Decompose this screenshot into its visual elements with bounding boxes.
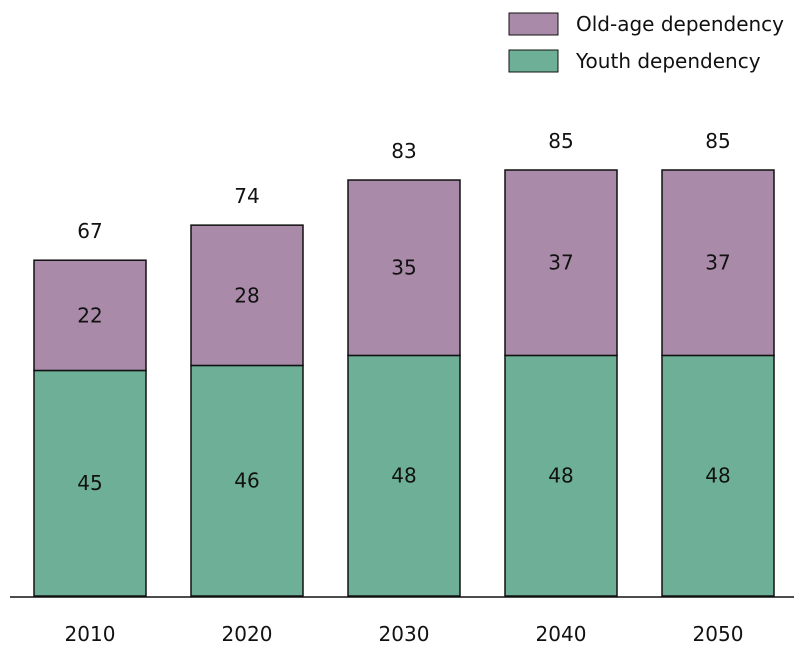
chart-legend: Old-age dependency Youth dependency xyxy=(508,12,784,73)
bar-segment-2040-old-age xyxy=(504,169,618,357)
x-tick-label-2020: 2020 xyxy=(222,622,273,645)
bar-segment-2030-old-age xyxy=(347,179,461,357)
bar-segment-2030-youth xyxy=(347,354,461,597)
bar-total-label-2020: 74 xyxy=(234,184,259,208)
bar-value-label-2040-old-age: 37 xyxy=(548,251,573,275)
bar-segment-2050-youth xyxy=(661,354,775,597)
bar-stack-2020: 46 28 74 xyxy=(190,184,304,597)
bar-stack-2040: 48 37 85 xyxy=(504,129,618,597)
bar-value-label-2030-youth: 48 xyxy=(391,464,416,488)
bar-segment-2040-youth xyxy=(504,354,618,597)
legend-swatch-old-age xyxy=(508,12,559,36)
bar-value-label-2010-old-age: 22 xyxy=(77,303,102,327)
bar-segment-2010-youth xyxy=(33,369,147,597)
bar-total-label-2010: 67 xyxy=(77,219,102,243)
bar-value-label-2020-youth: 46 xyxy=(234,469,259,493)
bar-total-label-2030: 83 xyxy=(391,139,416,163)
bar-value-label-2040-youth: 48 xyxy=(548,464,573,488)
bar-value-label-2030-old-age: 35 xyxy=(391,256,416,280)
x-tick-label-2040: 2040 xyxy=(536,622,587,645)
bar-value-label-2010-youth: 45 xyxy=(77,471,102,495)
legend-label-old-age: Old-age dependency xyxy=(576,12,784,36)
x-tick-label-2050: 2050 xyxy=(693,622,744,645)
bar-segment-2010-old-age xyxy=(33,259,147,372)
bar-value-label-2050-youth: 48 xyxy=(705,464,730,488)
bar-total-label-2040: 85 xyxy=(548,129,573,153)
bars-group: 45 22 67 46 28 74 48 35 83 48 37 85 48 37 85 xyxy=(33,129,775,597)
legend-swatch-youth xyxy=(508,49,559,73)
bar-value-label-2020-old-age: 28 xyxy=(234,283,259,307)
bar-stack-2050: 48 37 85 xyxy=(661,129,775,597)
bar-segment-2050-old-age xyxy=(661,169,775,357)
x-tick-label-2010: 2010 xyxy=(65,622,116,645)
x-tick-label-2030: 2030 xyxy=(379,622,430,645)
bar-stack-2010: 45 22 67 xyxy=(33,219,147,597)
x-axis-tick-labels: 2010 2020 2030 2040 2050 xyxy=(65,622,744,645)
bar-total-label-2050: 85 xyxy=(705,129,730,153)
bar-stack-2030: 48 35 83 xyxy=(347,139,461,597)
bar-segment-2020-old-age xyxy=(190,224,304,367)
legend-label-youth: Youth dependency xyxy=(575,49,761,73)
bar-value-label-2050-old-age: 37 xyxy=(705,251,730,275)
